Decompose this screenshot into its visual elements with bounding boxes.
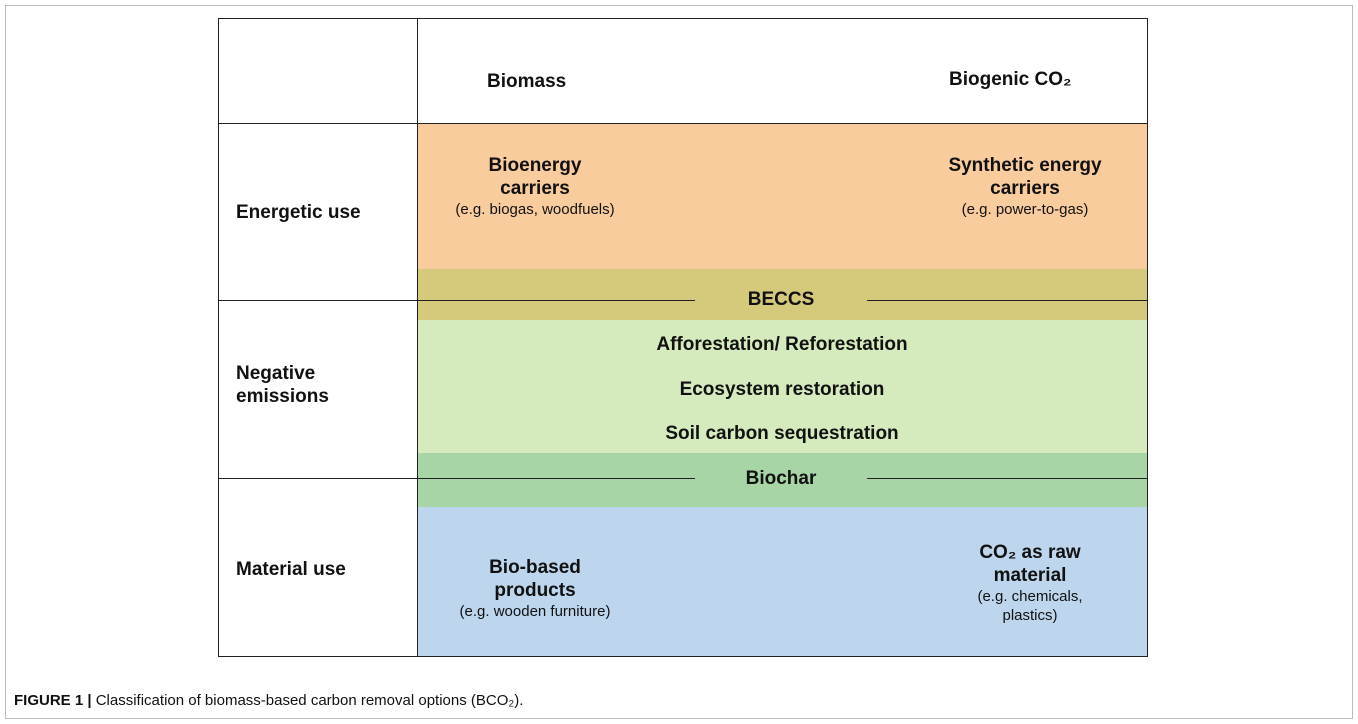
item: Afforestation/ Reforestation (656, 334, 908, 355)
biochar-band (417, 453, 1147, 507)
row-label: Negative emissions (236, 363, 329, 407)
row-label: Material use (236, 559, 346, 580)
cell-note: (e.g. power-to-gas) (961, 201, 1089, 218)
cell: Bioenergy carriers (e.g. biogas, woodfue… (420, 154, 650, 219)
caption-text: Classification of biomass-based carbon r… (95, 692, 524, 709)
caption: FIGURE 1 | Classification of biomass-bas… (14, 691, 523, 710)
cell: CO₂ as raw material (e.g. chemicals, pla… (950, 541, 1110, 625)
band-line (867, 478, 1147, 479)
column-header: Biogenic CO₂ (949, 69, 1072, 90)
caption-label: FIGURE 1 | (14, 692, 92, 709)
cell-title: Bio-based products (489, 557, 581, 601)
row-divider (218, 123, 1148, 124)
item: Soil carbon sequestration (665, 423, 899, 444)
cell-title: Bioenergy carriers (488, 155, 582, 199)
cell-title: CO₂ as raw material (979, 542, 1081, 586)
material-region (417, 507, 1147, 656)
beccs-band (417, 269, 1147, 320)
row-divider (218, 478, 418, 479)
band-label: BECCS (747, 289, 815, 310)
item: Ecosystem restoration (679, 379, 885, 400)
table-border (218, 18, 1148, 657)
column-divider (417, 18, 418, 657)
negative-region (417, 320, 1147, 453)
row-label: Energetic use (236, 202, 361, 223)
cell: Synthetic energy carriers (e.g. power-to… (910, 154, 1140, 219)
cell-note: (e.g. wooden furniture) (459, 603, 611, 620)
row-divider (218, 300, 418, 301)
band-label: Biochar (745, 468, 817, 489)
band-line (417, 478, 695, 479)
frame (5, 5, 1353, 719)
cell-note: (e.g. chemicals, plastics) (977, 588, 1083, 624)
band-line (867, 300, 1147, 301)
cell-note: (e.g. biogas, woodfuels) (455, 201, 615, 218)
energetic-region (417, 123, 1147, 269)
column-header: Biomass (487, 71, 567, 92)
band-line (417, 300, 695, 301)
cell-title: Synthetic energy carriers (948, 155, 1102, 199)
cell: Bio-based products (e.g. wooden furnitur… (420, 556, 650, 621)
